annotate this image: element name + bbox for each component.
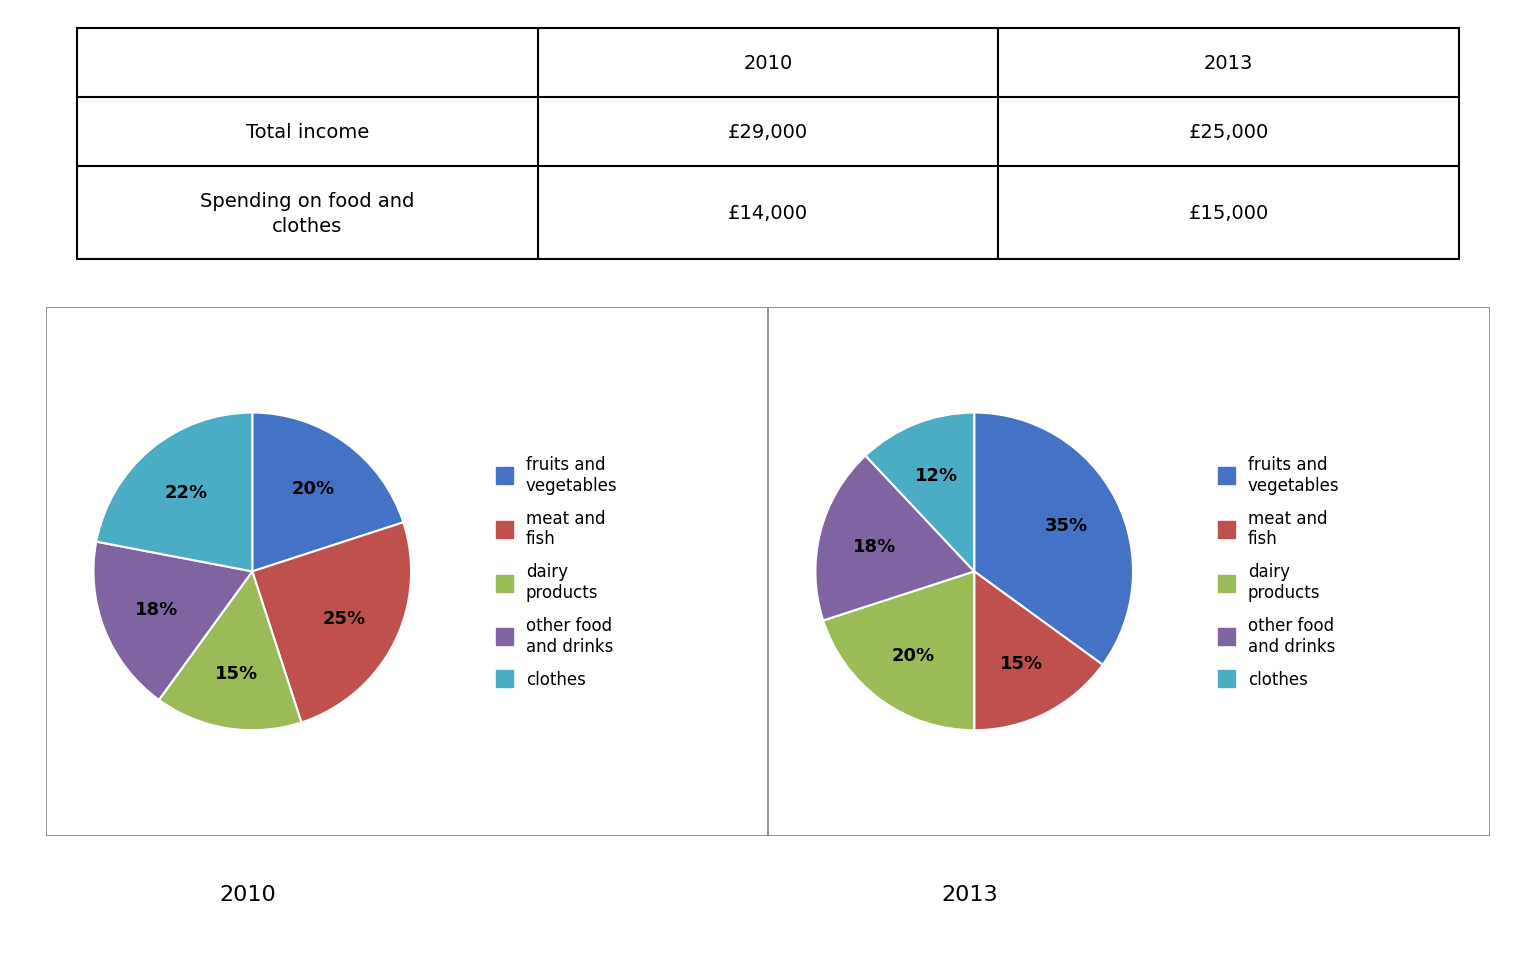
Wedge shape	[974, 413, 1134, 665]
Text: 25%: 25%	[323, 609, 366, 628]
Wedge shape	[97, 413, 252, 572]
Text: £25,000: £25,000	[1189, 123, 1269, 142]
Wedge shape	[94, 542, 252, 701]
Text: 2010: 2010	[743, 54, 793, 73]
Wedge shape	[252, 413, 404, 572]
Text: 35%: 35%	[1044, 516, 1087, 534]
Text: 15%: 15%	[215, 665, 258, 682]
Text: 15%: 15%	[1000, 654, 1043, 673]
Wedge shape	[865, 413, 974, 572]
Text: 18%: 18%	[135, 601, 178, 619]
Wedge shape	[252, 523, 412, 723]
Text: Total income: Total income	[246, 123, 369, 142]
Text: 12%: 12%	[914, 467, 958, 485]
Text: 18%: 18%	[852, 537, 895, 555]
Text: 20%: 20%	[892, 646, 935, 664]
Wedge shape	[974, 572, 1103, 730]
Wedge shape	[816, 456, 974, 621]
Text: 2013: 2013	[1204, 54, 1253, 73]
Wedge shape	[823, 572, 974, 730]
Legend: fruits and
vegetables, meat and
fish, dairy
products, other food
and drinks, clo: fruits and vegetables, meat and fish, da…	[1213, 451, 1344, 693]
Text: £15,000: £15,000	[1189, 204, 1269, 223]
Text: 22%: 22%	[164, 483, 207, 502]
Legend: fruits and
vegetables, meat and
fish, dairy
products, other food
and drinks, clo: fruits and vegetables, meat and fish, da…	[492, 451, 622, 693]
Wedge shape	[158, 572, 301, 730]
Text: 20%: 20%	[292, 480, 335, 498]
Text: 2010: 2010	[220, 884, 276, 903]
Text: £29,000: £29,000	[728, 123, 808, 142]
Text: 2013: 2013	[942, 884, 998, 903]
Text: Spending on food and
clothes: Spending on food and clothes	[200, 191, 415, 235]
Text: £14,000: £14,000	[728, 204, 808, 223]
